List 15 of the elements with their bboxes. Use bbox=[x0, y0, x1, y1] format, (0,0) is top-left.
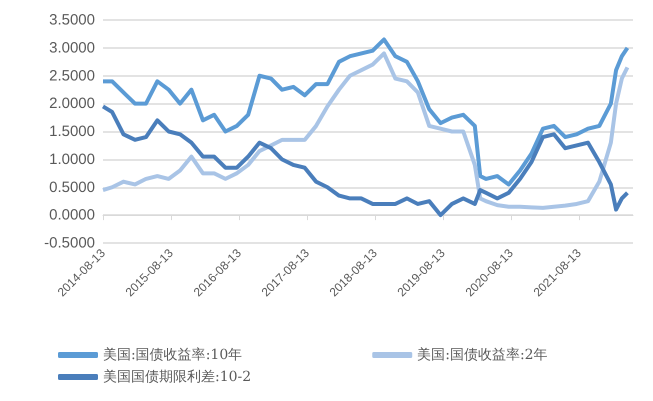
line-series bbox=[101, 51, 630, 210]
y-tick-label: 1.5000 bbox=[49, 123, 95, 140]
y-tick-label: 3.0000 bbox=[49, 39, 95, 56]
line-series bbox=[101, 104, 630, 218]
y-tick-label: 0.5000 bbox=[49, 178, 95, 196]
legend-label: 美国国债期限利差:10-2 bbox=[103, 369, 252, 385]
y-tick-label: 2.0000 bbox=[49, 95, 95, 112]
legend-label: 美国:国债收益率:2年 bbox=[417, 347, 548, 363]
y-tick-label: -0.5000 bbox=[44, 234, 95, 252]
y-tick-label: 2.5000 bbox=[49, 67, 95, 84]
y-tick-label: 3.5000 bbox=[49, 12, 95, 28]
y-tick-label: 1.0000 bbox=[49, 150, 95, 168]
legend-label: 美国:国债收益率:10年 bbox=[103, 347, 242, 363]
line-series bbox=[101, 38, 630, 186]
y-tick-label: 0.0000 bbox=[49, 206, 95, 224]
